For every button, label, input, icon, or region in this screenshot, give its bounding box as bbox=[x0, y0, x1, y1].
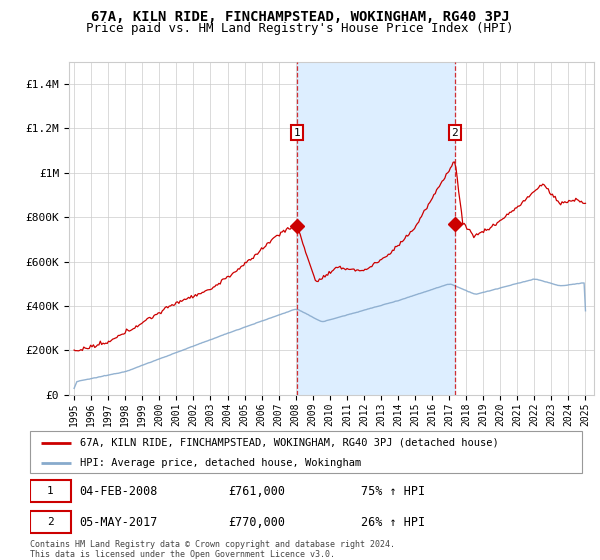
Text: Price paid vs. HM Land Registry's House Price Index (HPI): Price paid vs. HM Land Registry's House … bbox=[86, 22, 514, 35]
Text: 1: 1 bbox=[47, 487, 54, 496]
Text: 2: 2 bbox=[47, 517, 54, 527]
FancyBboxPatch shape bbox=[30, 480, 71, 502]
Text: 04-FEB-2008: 04-FEB-2008 bbox=[80, 485, 158, 498]
Text: Contains HM Land Registry data © Crown copyright and database right 2024.
This d: Contains HM Land Registry data © Crown c… bbox=[30, 540, 395, 559]
Text: 1: 1 bbox=[293, 128, 301, 138]
Text: 67A, KILN RIDE, FINCHAMPSTEAD, WOKINGHAM, RG40 3PJ: 67A, KILN RIDE, FINCHAMPSTEAD, WOKINGHAM… bbox=[91, 10, 509, 24]
Text: 26% ↑ HPI: 26% ↑ HPI bbox=[361, 516, 425, 529]
Text: 67A, KILN RIDE, FINCHAMPSTEAD, WOKINGHAM, RG40 3PJ (detached house): 67A, KILN RIDE, FINCHAMPSTEAD, WOKINGHAM… bbox=[80, 438, 499, 448]
Text: £761,000: £761,000 bbox=[229, 485, 286, 498]
FancyBboxPatch shape bbox=[30, 431, 582, 473]
Text: 05-MAY-2017: 05-MAY-2017 bbox=[80, 516, 158, 529]
Text: HPI: Average price, detached house, Wokingham: HPI: Average price, detached house, Woki… bbox=[80, 458, 361, 468]
Text: 2: 2 bbox=[452, 128, 458, 138]
Text: 75% ↑ HPI: 75% ↑ HPI bbox=[361, 485, 425, 498]
FancyBboxPatch shape bbox=[30, 511, 71, 533]
Text: £770,000: £770,000 bbox=[229, 516, 286, 529]
Bar bbox=[297, 62, 455, 395]
